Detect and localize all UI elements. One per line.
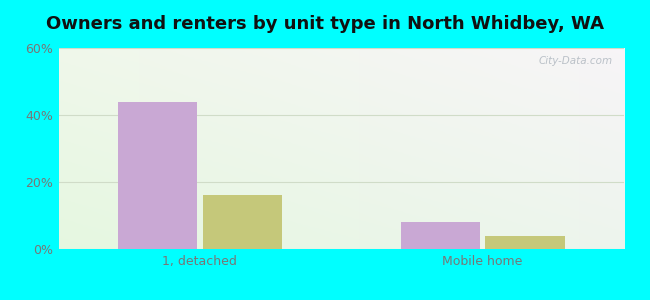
Text: Owners and renters by unit type in North Whidbey, WA: Owners and renters by unit type in North…	[46, 15, 604, 33]
Legend: Owner occupied units, Renter occupied units: Owner occupied units, Renter occupied un…	[161, 296, 522, 300]
Bar	[118, 102, 197, 249]
Bar	[400, 222, 480, 249]
Text: City-Data.com: City-Data.com	[539, 56, 613, 66]
Bar	[486, 236, 565, 249]
Bar	[203, 195, 282, 249]
